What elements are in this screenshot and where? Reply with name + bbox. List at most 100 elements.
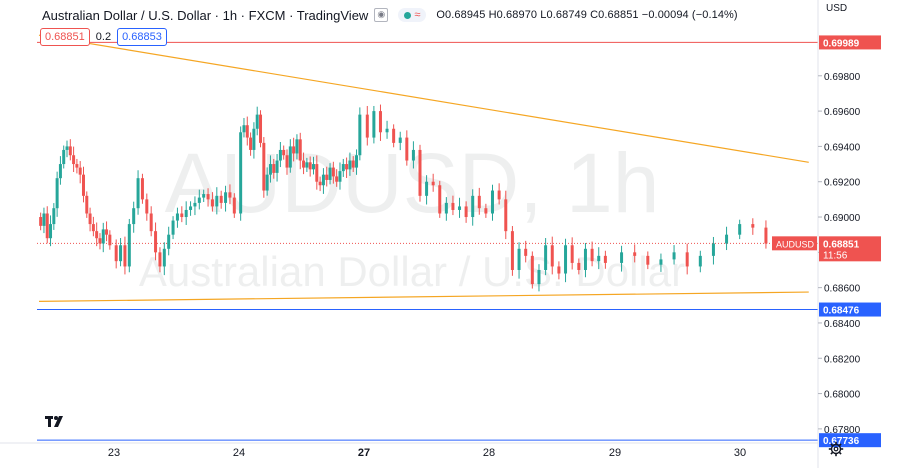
candle-body xyxy=(341,164,345,172)
candle-body xyxy=(537,269,541,285)
candle-body xyxy=(504,199,508,232)
candle-body xyxy=(132,208,136,225)
candle-body xyxy=(268,164,272,175)
candle-body xyxy=(577,262,581,270)
candle-body xyxy=(95,231,99,239)
candle-body xyxy=(392,128,396,143)
market-open-dot-icon xyxy=(404,11,412,19)
candle-body xyxy=(184,209,188,218)
candle-body xyxy=(72,155,76,165)
candle-body xyxy=(114,245,118,262)
candle-body xyxy=(345,164,349,170)
candle-body xyxy=(242,125,246,133)
candle-body xyxy=(355,155,359,168)
x-tick-label: 24 xyxy=(233,447,245,459)
buy-button[interactable]: 0.68853 xyxy=(117,28,167,46)
candle-body xyxy=(583,248,587,270)
spread-value: 0.2 xyxy=(95,31,112,43)
candle-body xyxy=(275,160,279,173)
currency-label[interactable]: USD xyxy=(826,3,848,14)
candle-body xyxy=(154,231,158,253)
candle-body xyxy=(510,231,514,270)
candle-body xyxy=(672,252,676,260)
candle-body xyxy=(68,146,72,156)
candle-body xyxy=(278,149,282,161)
candle-body xyxy=(431,181,435,186)
candle-body xyxy=(685,252,689,267)
candle-body xyxy=(425,181,429,196)
candle-body xyxy=(98,238,102,244)
chart-header: Australian Dollar / U.S. Dollar · 1h · F… xyxy=(42,6,738,24)
candle-body xyxy=(530,255,534,285)
y-tick-label: 0.69400 xyxy=(824,142,861,153)
ohlc-readout: O0.68945 H0.68970 L0.68749 C0.68851 −0.0… xyxy=(436,9,738,21)
candle-body xyxy=(497,190,501,200)
candle-body xyxy=(659,259,663,265)
candle-body xyxy=(358,114,362,156)
candle-body xyxy=(78,167,82,175)
candle-body xyxy=(338,171,342,182)
candle-body xyxy=(127,224,131,267)
candle-body xyxy=(751,224,755,228)
candle-body xyxy=(136,178,140,209)
candle-body xyxy=(477,195,481,209)
candle-body xyxy=(249,137,253,150)
candle-body xyxy=(105,229,109,235)
candle-body xyxy=(224,192,228,203)
candle-body xyxy=(321,174,325,186)
sell-button[interactable]: 0.68851 xyxy=(40,28,90,46)
candle-body xyxy=(385,128,389,133)
symbol-tag xyxy=(772,236,817,251)
candle-body xyxy=(108,234,112,246)
candle-body xyxy=(219,195,223,203)
candle-body xyxy=(259,114,263,143)
candle-body xyxy=(265,174,269,191)
y-tick-label: 0.69000 xyxy=(824,213,861,224)
candle-body xyxy=(62,149,66,165)
x-tick-label: 27 xyxy=(358,447,370,459)
candle-body xyxy=(197,197,201,203)
wave-icon: ≈ xyxy=(414,9,421,21)
tradingview-logo-icon[interactable] xyxy=(44,413,68,434)
candle-body xyxy=(544,245,548,270)
market-status-pill[interactable]: ≈ xyxy=(398,8,427,22)
candle-body xyxy=(698,255,702,267)
candle-body xyxy=(252,128,256,150)
candle-body xyxy=(52,208,56,225)
candle-body xyxy=(180,213,184,218)
candle-body xyxy=(123,245,127,267)
candle-body xyxy=(171,220,175,235)
candle-body xyxy=(418,149,422,196)
candle-body xyxy=(331,167,335,177)
eye-icon[interactable]: ◉ xyxy=(374,8,389,22)
candle-body xyxy=(603,255,607,263)
candle-body xyxy=(39,217,43,226)
symbol-title[interactable]: Australian Dollar / U.S. Dollar · 1h · F… xyxy=(42,7,369,23)
candle-body xyxy=(620,252,624,263)
candle-body xyxy=(45,213,49,239)
candle-body xyxy=(145,199,149,214)
last-price-label: 0.68851 xyxy=(823,239,860,250)
candle-body xyxy=(517,248,521,270)
candle-body xyxy=(85,195,89,214)
candle-body xyxy=(295,139,299,154)
candle-body xyxy=(282,149,286,156)
candle-body xyxy=(311,164,315,170)
y-tick-label: 0.67800 xyxy=(824,425,861,436)
candle-body xyxy=(55,178,59,209)
candle-body xyxy=(302,160,306,168)
candle-body xyxy=(438,185,442,214)
candle-body xyxy=(633,252,637,256)
candle-body xyxy=(140,178,144,200)
watermark-name: Australian Dollar / U.S. Dollar xyxy=(139,248,685,295)
candle-body xyxy=(738,224,742,235)
candle-body xyxy=(255,114,259,129)
candle-body xyxy=(351,160,355,168)
y-tick-label: 0.68000 xyxy=(824,390,861,401)
candle-body xyxy=(88,213,92,225)
candle-body xyxy=(206,194,210,200)
candle-body xyxy=(81,174,85,196)
gear-icon[interactable] xyxy=(828,441,844,462)
